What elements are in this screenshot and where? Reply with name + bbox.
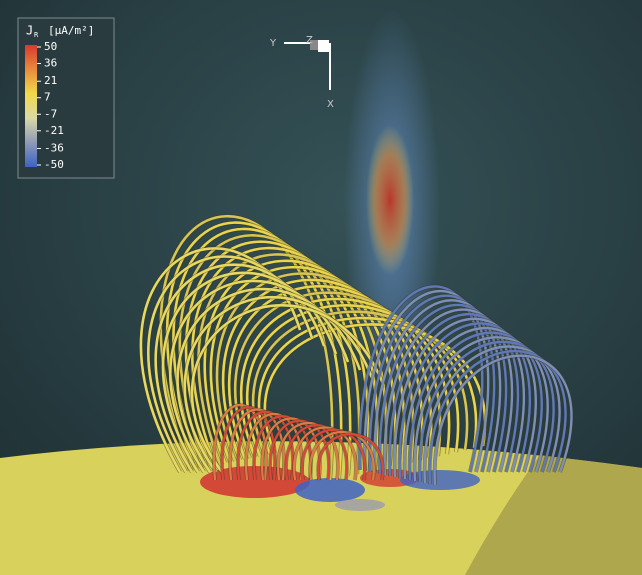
colorbar-tick-label: -7 <box>44 107 57 120</box>
axis-label: Y <box>269 38 277 49</box>
colorbar-tick-label: 21 <box>44 74 57 87</box>
colorbar-tick-label: -50 <box>44 158 64 171</box>
colorbar-tick-label: -21 <box>44 124 64 137</box>
axis-label: Z <box>306 35 313 46</box>
axis-label: X <box>327 99 334 110</box>
colorbar-symbol: J <box>26 24 33 38</box>
colorbar-tick-label: 50 <box>44 40 57 53</box>
current-core <box>366 125 414 275</box>
colorbar-unit: [μA/m²] <box>48 24 94 37</box>
colorbar <box>25 45 37 167</box>
colorbar-tick-label: -36 <box>44 141 64 154</box>
colorbar-tick-label: 36 <box>44 57 57 70</box>
visualization: J R [μA/m²] Y Z X 5036217-7-21-36-50 <box>0 0 642 575</box>
colorbar-tick-label: 7 <box>44 91 51 104</box>
